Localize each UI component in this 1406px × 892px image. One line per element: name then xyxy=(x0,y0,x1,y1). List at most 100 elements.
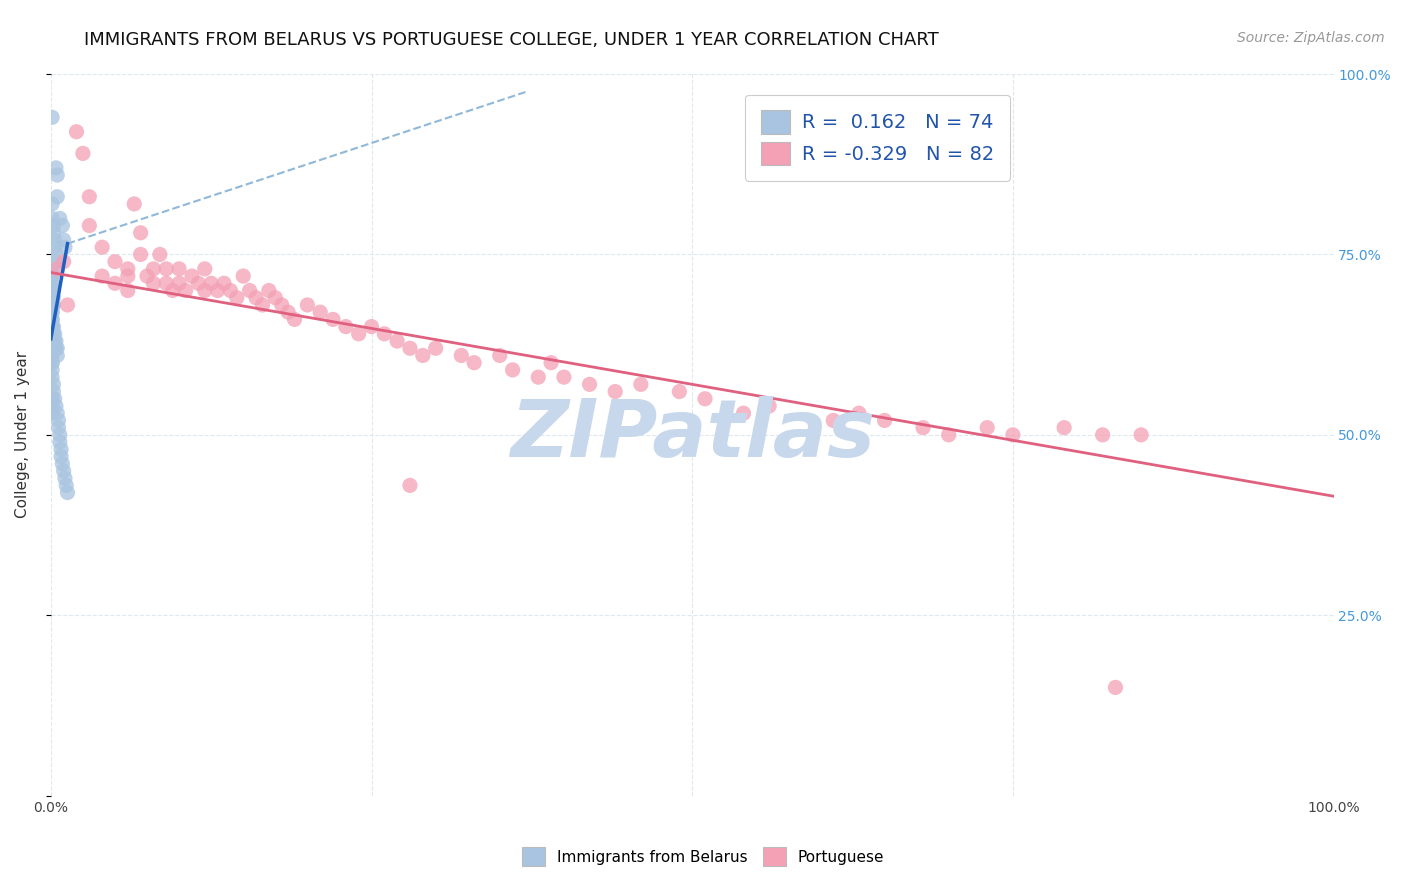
Point xyxy=(79,190,101,204)
Point xyxy=(181,269,204,284)
Point xyxy=(373,326,395,341)
Point xyxy=(49,435,72,450)
Point xyxy=(41,298,63,312)
Point xyxy=(42,326,65,341)
Point xyxy=(399,478,422,492)
Point xyxy=(502,363,524,377)
Point xyxy=(49,428,72,442)
Point xyxy=(45,399,67,413)
Point xyxy=(91,269,114,284)
Text: IMMIGRANTS FROM BELARUS VS PORTUGUESE COLLEGE, UNDER 1 YEAR CORRELATION CHART: IMMIGRANTS FROM BELARUS VS PORTUGUESE CO… xyxy=(84,31,939,49)
Point xyxy=(41,277,63,291)
Point xyxy=(194,261,217,276)
Point xyxy=(167,261,190,276)
Point xyxy=(56,298,79,312)
Point xyxy=(41,284,63,298)
Point xyxy=(41,312,63,326)
Point xyxy=(167,277,190,291)
Point xyxy=(46,190,69,204)
Point xyxy=(232,269,254,284)
Point xyxy=(309,305,332,319)
Point xyxy=(463,356,485,370)
Point xyxy=(41,284,63,298)
Legend: R =  0.162   N = 74, R = -0.329   N = 82: R = 0.162 N = 74, R = -0.329 N = 82 xyxy=(745,95,1010,181)
Point xyxy=(104,277,127,291)
Point xyxy=(52,233,75,247)
Point xyxy=(46,341,69,355)
Point xyxy=(42,298,65,312)
Point xyxy=(42,291,65,305)
Point xyxy=(257,284,280,298)
Point xyxy=(55,478,77,492)
Point xyxy=(270,298,292,312)
Point xyxy=(46,168,69,182)
Point xyxy=(41,349,63,363)
Point xyxy=(41,319,63,334)
Point xyxy=(51,457,73,471)
Point xyxy=(42,219,65,233)
Point xyxy=(117,284,139,298)
Point xyxy=(283,312,305,326)
Point xyxy=(938,428,960,442)
Point xyxy=(41,392,63,406)
Point xyxy=(42,377,65,392)
Point xyxy=(823,413,845,427)
Point xyxy=(540,356,562,370)
Point xyxy=(360,319,382,334)
Point xyxy=(162,284,184,298)
Point xyxy=(297,298,319,312)
Point xyxy=(129,226,152,240)
Point xyxy=(41,399,63,413)
Point xyxy=(45,254,67,268)
Point xyxy=(129,247,152,261)
Point xyxy=(212,277,235,291)
Point xyxy=(155,261,177,276)
Point xyxy=(42,226,65,240)
Point xyxy=(277,305,299,319)
Point xyxy=(41,305,63,319)
Point xyxy=(41,326,63,341)
Point xyxy=(136,269,159,284)
Point xyxy=(49,442,72,457)
Point xyxy=(117,261,139,276)
Point xyxy=(45,247,67,261)
Point xyxy=(79,219,101,233)
Point xyxy=(44,341,66,355)
Text: ZIPatlas: ZIPatlas xyxy=(509,396,875,474)
Point xyxy=(668,384,690,399)
Point xyxy=(200,277,222,291)
Point xyxy=(245,291,267,305)
Point xyxy=(758,399,780,413)
Point xyxy=(41,334,63,348)
Point xyxy=(347,326,370,341)
Point xyxy=(56,485,79,500)
Point xyxy=(49,450,72,464)
Point xyxy=(104,254,127,268)
Legend: Immigrants from Belarus, Portuguese: Immigrants from Belarus, Portuguese xyxy=(515,839,891,873)
Point xyxy=(72,146,94,161)
Point xyxy=(53,240,76,254)
Point xyxy=(450,349,472,363)
Point xyxy=(52,254,75,268)
Point xyxy=(848,406,870,420)
Point xyxy=(335,319,357,334)
Point xyxy=(264,291,287,305)
Point xyxy=(42,334,65,348)
Point xyxy=(41,277,63,291)
Point xyxy=(65,125,87,139)
Point xyxy=(49,211,72,226)
Point xyxy=(630,377,652,392)
Point xyxy=(41,111,63,125)
Point xyxy=(1104,681,1126,695)
Point xyxy=(41,261,63,276)
Point xyxy=(1001,428,1024,442)
Point xyxy=(605,384,627,399)
Point xyxy=(41,370,63,384)
Point xyxy=(44,240,66,254)
Point xyxy=(1053,420,1076,434)
Point xyxy=(41,291,63,305)
Point xyxy=(322,312,344,326)
Point xyxy=(225,291,247,305)
Point xyxy=(1130,428,1153,442)
Point xyxy=(873,413,896,427)
